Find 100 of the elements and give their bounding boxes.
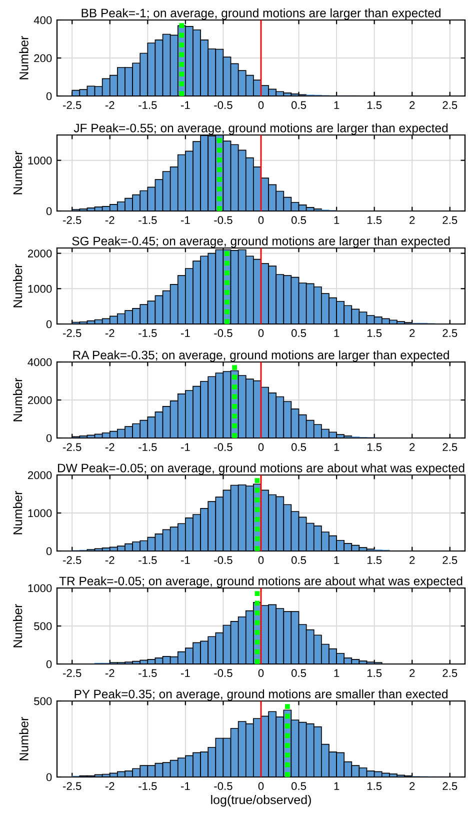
x-tick-label: -1 bbox=[181, 443, 190, 451]
x-axis-title: log(true/observed) bbox=[211, 794, 311, 807]
x-tick-label: 2.5 bbox=[442, 782, 458, 790]
x-tick-label: 1 bbox=[334, 443, 340, 451]
x-tick-label: 1.5 bbox=[367, 669, 382, 678]
x-tick-label: -1 bbox=[181, 216, 190, 224]
y-tick-label: 0 bbox=[46, 547, 52, 556]
x-tick-label: 1 bbox=[334, 101, 340, 109]
x-tick-label: -2.5 bbox=[63, 216, 82, 224]
y-tick-label: 200 bbox=[34, 54, 52, 62]
y-tick-label: 0 bbox=[46, 434, 52, 442]
x-tick-label: 2 bbox=[410, 669, 415, 677]
chart-title: BB Peak=-1; on average, ground motions are larger than expected bbox=[82, 8, 440, 20]
x-tick-label: -1 bbox=[181, 329, 190, 337]
x-tick-label: -1.5 bbox=[138, 443, 157, 452]
x-tick-label: -2 bbox=[105, 669, 114, 677]
chart-title: RA Peak=-0.35; on average, ground motions are larger than expected bbox=[73, 350, 449, 362]
x-tick-label: 0 bbox=[258, 216, 264, 224]
y-axis-title: Number bbox=[19, 36, 28, 80]
x-tick-label: -2 bbox=[105, 329, 114, 337]
y-tick-label: 1000 bbox=[28, 156, 52, 164]
x-tick-label: 1.5 bbox=[367, 443, 382, 452]
x-tick-label: -1.5 bbox=[138, 669, 157, 678]
y-tick-label: 1000 bbox=[28, 584, 52, 592]
x-tick-label: -1.5 bbox=[138, 556, 157, 564]
x-tick-label: -0.5 bbox=[214, 443, 232, 452]
x-tick-label: 0.5 bbox=[291, 329, 306, 338]
x-tick-label: 1 bbox=[334, 782, 340, 790]
x-tick-label: 1 bbox=[334, 556, 340, 564]
x-tick-label: 2 bbox=[410, 556, 415, 564]
x-tick-label: 2 bbox=[410, 216, 415, 224]
x-tick-label: 2 bbox=[410, 101, 415, 109]
x-tick-label: 0 bbox=[258, 329, 264, 338]
y-tick-label: 4000 bbox=[28, 358, 52, 366]
x-tick-label: 2.5 bbox=[442, 216, 458, 224]
y-tick-label: 0 bbox=[46, 660, 52, 668]
x-tick-label: -1.5 bbox=[138, 216, 157, 224]
x-tick-label: 1 bbox=[334, 669, 340, 677]
y-axis-title: Number bbox=[12, 150, 22, 194]
x-tick-label: 1.5 bbox=[367, 329, 382, 338]
x-tick-label: 2 bbox=[410, 782, 415, 790]
chart-title: DW Peak=-0.05; on average, ground motions are about what was expected bbox=[58, 463, 464, 475]
x-tick-label: 0.5 bbox=[291, 556, 306, 564]
x-tick-label: 0.5 bbox=[291, 101, 306, 110]
x-tick-label: -2 bbox=[105, 101, 114, 109]
x-tick-label: -2 bbox=[105, 782, 114, 790]
x-tick-label: 0.5 bbox=[291, 443, 306, 452]
x-tick-label: -2.5 bbox=[63, 556, 82, 564]
y-tick-label: 400 bbox=[34, 16, 52, 24]
x-tick-label: 2 bbox=[410, 443, 415, 451]
y-axis-title: Number bbox=[12, 490, 22, 534]
x-tick-label: 2.5 bbox=[442, 101, 458, 110]
x-tick-label: 0 bbox=[258, 556, 264, 564]
x-tick-label: -2 bbox=[105, 556, 114, 564]
x-tick-label: -1.5 bbox=[138, 782, 157, 790]
y-axis-title: Number bbox=[19, 716, 28, 760]
y-tick-label: 2000 bbox=[28, 250, 52, 258]
x-tick-label: -1 bbox=[181, 101, 190, 109]
y-tick-label: 0 bbox=[46, 320, 52, 328]
chart-title: SG Peak=-0.45; on average, ground motions are larger than expected bbox=[72, 236, 450, 248]
y-tick-label: 2000 bbox=[28, 471, 52, 480]
x-tick-label: 2.5 bbox=[442, 329, 458, 338]
x-tick-label: -2 bbox=[105, 443, 114, 451]
x-tick-label: 0 bbox=[258, 782, 264, 790]
x-tick-label: -0.5 bbox=[214, 669, 232, 678]
x-tick-label: 0.5 bbox=[291, 782, 306, 790]
y-tick-label: 2000 bbox=[28, 396, 52, 404]
x-tick-label: -2.5 bbox=[63, 443, 82, 452]
x-tick-label: 1.5 bbox=[367, 101, 382, 110]
y-axis-title: Number bbox=[12, 604, 22, 648]
x-tick-label: -2.5 bbox=[63, 782, 82, 790]
x-tick-label: 0.5 bbox=[291, 669, 306, 678]
x-tick-label: -1 bbox=[181, 782, 190, 790]
x-tick-label: 2.5 bbox=[442, 556, 458, 564]
x-tick-label: 2.5 bbox=[442, 443, 458, 452]
x-tick-label: 2.5 bbox=[442, 669, 458, 678]
x-tick-label: -1 bbox=[181, 669, 190, 677]
x-tick-label: 1 bbox=[334, 216, 340, 224]
x-tick-label: -2.5 bbox=[63, 101, 82, 110]
x-tick-label: 2 bbox=[410, 329, 415, 337]
x-tick-label: -0.5 bbox=[214, 556, 232, 564]
x-tick-label: 1.5 bbox=[367, 556, 382, 564]
y-axis-title: Number bbox=[12, 264, 22, 308]
x-tick-label: 1.5 bbox=[367, 216, 382, 224]
x-tick-label: 1 bbox=[334, 329, 340, 337]
x-tick-label: -2 bbox=[105, 216, 114, 224]
x-tick-label: -0.5 bbox=[214, 216, 232, 224]
y-tick-label: 500 bbox=[34, 697, 52, 706]
x-tick-label: -1.5 bbox=[138, 329, 157, 338]
x-tick-label: -2.5 bbox=[63, 669, 82, 678]
chart-title: JF Peak=-0.55; on average, ground motions are larger than expected bbox=[74, 123, 448, 135]
y-tick-label: 0 bbox=[46, 207, 52, 216]
x-tick-label: -0.5 bbox=[214, 782, 232, 790]
y-tick-label: 1000 bbox=[28, 284, 52, 293]
chart-title: TR Peak=-0.05; on average, ground motions are about what was expected bbox=[59, 576, 462, 588]
x-tick-label: -1.5 bbox=[138, 101, 157, 110]
y-tick-label: 0 bbox=[46, 773, 52, 782]
x-tick-label: 0 bbox=[258, 669, 264, 678]
x-tick-label: 1.5 bbox=[367, 782, 382, 790]
x-tick-label: -0.5 bbox=[214, 329, 232, 338]
